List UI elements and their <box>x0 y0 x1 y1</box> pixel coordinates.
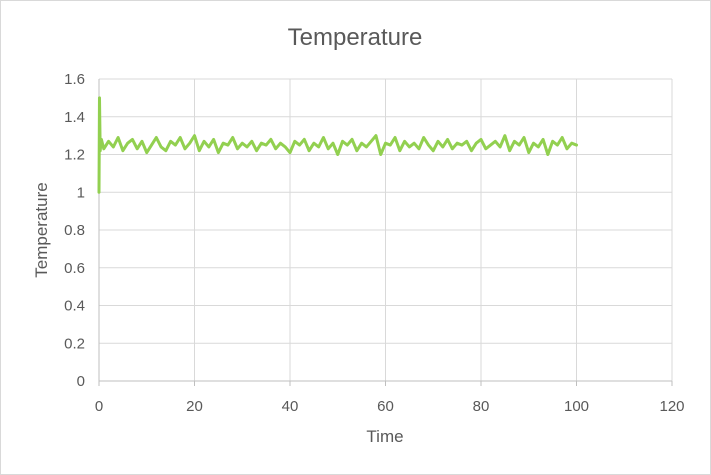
x-axis-title: Time <box>366 427 403 446</box>
tick-labels: 0 0.2 0.4 0.6 0.8 1 1.2 1.4 1.6 0 20 40 60 80 100 120 <box>64 71 684 415</box>
gridlines <box>98 78 673 382</box>
y-tick-label: 0 <box>77 373 85 390</box>
y-tick-label: 0.4 <box>64 298 85 315</box>
x-tick-label: 0 <box>95 398 103 415</box>
x-tick-label: 40 <box>282 398 299 415</box>
y-tick-label: 0.2 <box>64 335 85 352</box>
y-tick-label: 1.6 <box>64 71 85 88</box>
x-tick-label: 60 <box>377 398 394 415</box>
y-axis-title: Temperature <box>32 182 51 277</box>
x-tick-label: 20 <box>186 398 203 415</box>
y-tick-label: 0.8 <box>64 222 85 239</box>
y-tick-label: 1 <box>77 184 85 201</box>
x-tick-label: 120 <box>659 398 684 415</box>
y-tick-label: 1.4 <box>64 109 85 126</box>
y-tick-label: 0.6 <box>64 260 85 277</box>
x-tick-label: 100 <box>564 398 589 415</box>
y-tick-label: 1.2 <box>64 147 85 164</box>
x-tick-label: 80 <box>473 398 490 415</box>
series-line-0 <box>97 96 578 194</box>
series-layer <box>97 96 578 194</box>
chart-title: Temperature <box>288 24 423 51</box>
